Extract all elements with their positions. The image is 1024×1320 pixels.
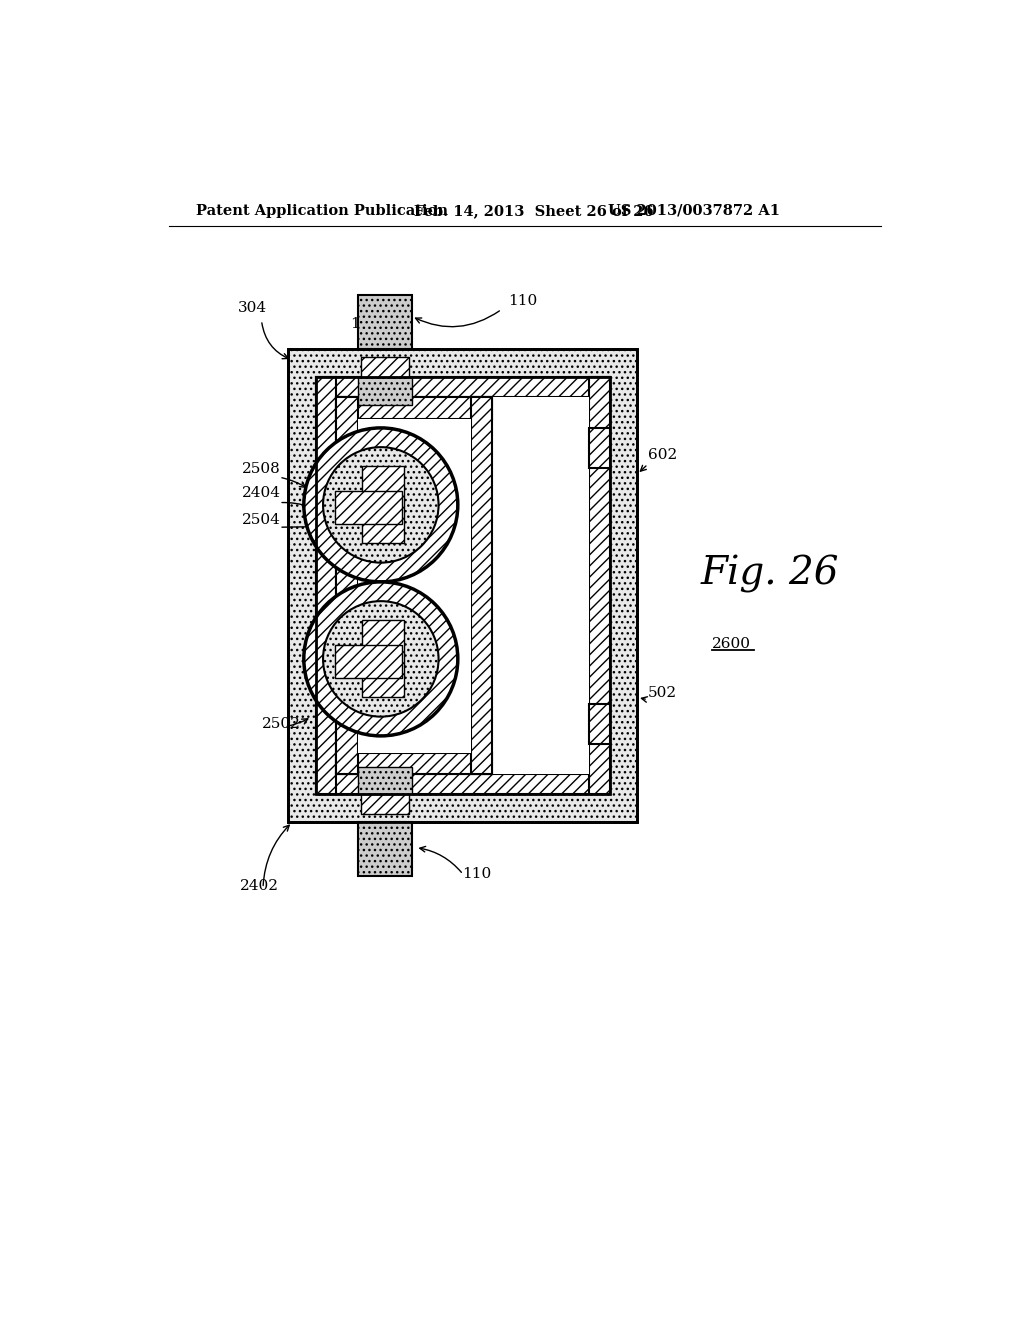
Bar bbox=[357, 822, 412, 876]
Bar bbox=[336, 397, 357, 775]
Bar bbox=[316, 378, 609, 795]
Bar bbox=[361, 466, 403, 544]
Text: 502: 502 bbox=[648, 686, 677, 701]
Bar bbox=[357, 767, 412, 795]
Text: 2404: 2404 bbox=[243, 486, 282, 500]
Text: 1602: 1602 bbox=[366, 849, 404, 862]
Text: 2506: 2506 bbox=[483, 562, 522, 576]
Text: 304: 304 bbox=[239, 301, 267, 315]
Bar bbox=[316, 378, 609, 397]
Text: 110: 110 bbox=[462, 867, 490, 882]
Bar bbox=[360, 795, 409, 814]
Text: Feb. 14, 2013  Sheet 26 of 26: Feb. 14, 2013 Sheet 26 of 26 bbox=[414, 203, 653, 218]
Bar bbox=[336, 397, 590, 775]
Text: 2502: 2502 bbox=[437, 548, 476, 562]
Text: 2402: 2402 bbox=[240, 879, 279, 892]
Circle shape bbox=[323, 447, 438, 562]
Bar bbox=[357, 378, 412, 405]
Bar bbox=[335, 491, 402, 524]
Text: 602: 602 bbox=[648, 447, 677, 462]
Circle shape bbox=[304, 582, 458, 737]
Circle shape bbox=[323, 601, 438, 717]
Bar bbox=[316, 378, 336, 795]
Text: Patent Application Publication: Patent Application Publication bbox=[196, 203, 449, 218]
Text: 2504: 2504 bbox=[243, 513, 281, 527]
Bar bbox=[336, 397, 493, 418]
Bar bbox=[360, 358, 409, 378]
Bar bbox=[361, 620, 403, 697]
Bar bbox=[336, 752, 493, 775]
Text: Fig. 26: Fig. 26 bbox=[700, 556, 839, 593]
Text: US 2013/0037872 A1: US 2013/0037872 A1 bbox=[608, 203, 780, 218]
Bar bbox=[590, 378, 609, 795]
Text: 1802: 1802 bbox=[350, 317, 389, 331]
Bar bbox=[289, 350, 637, 822]
Text: 2600: 2600 bbox=[712, 636, 751, 651]
Bar bbox=[357, 296, 412, 350]
Bar bbox=[316, 775, 609, 795]
Bar bbox=[590, 428, 609, 469]
Bar bbox=[590, 704, 609, 743]
Text: 110: 110 bbox=[508, 294, 538, 308]
Bar bbox=[289, 350, 637, 822]
Text: 2508: 2508 bbox=[243, 462, 281, 475]
Text: 2502: 2502 bbox=[261, 717, 300, 731]
Bar bbox=[357, 418, 471, 752]
Bar bbox=[335, 645, 402, 678]
Circle shape bbox=[304, 428, 458, 582]
Bar bbox=[471, 397, 493, 775]
